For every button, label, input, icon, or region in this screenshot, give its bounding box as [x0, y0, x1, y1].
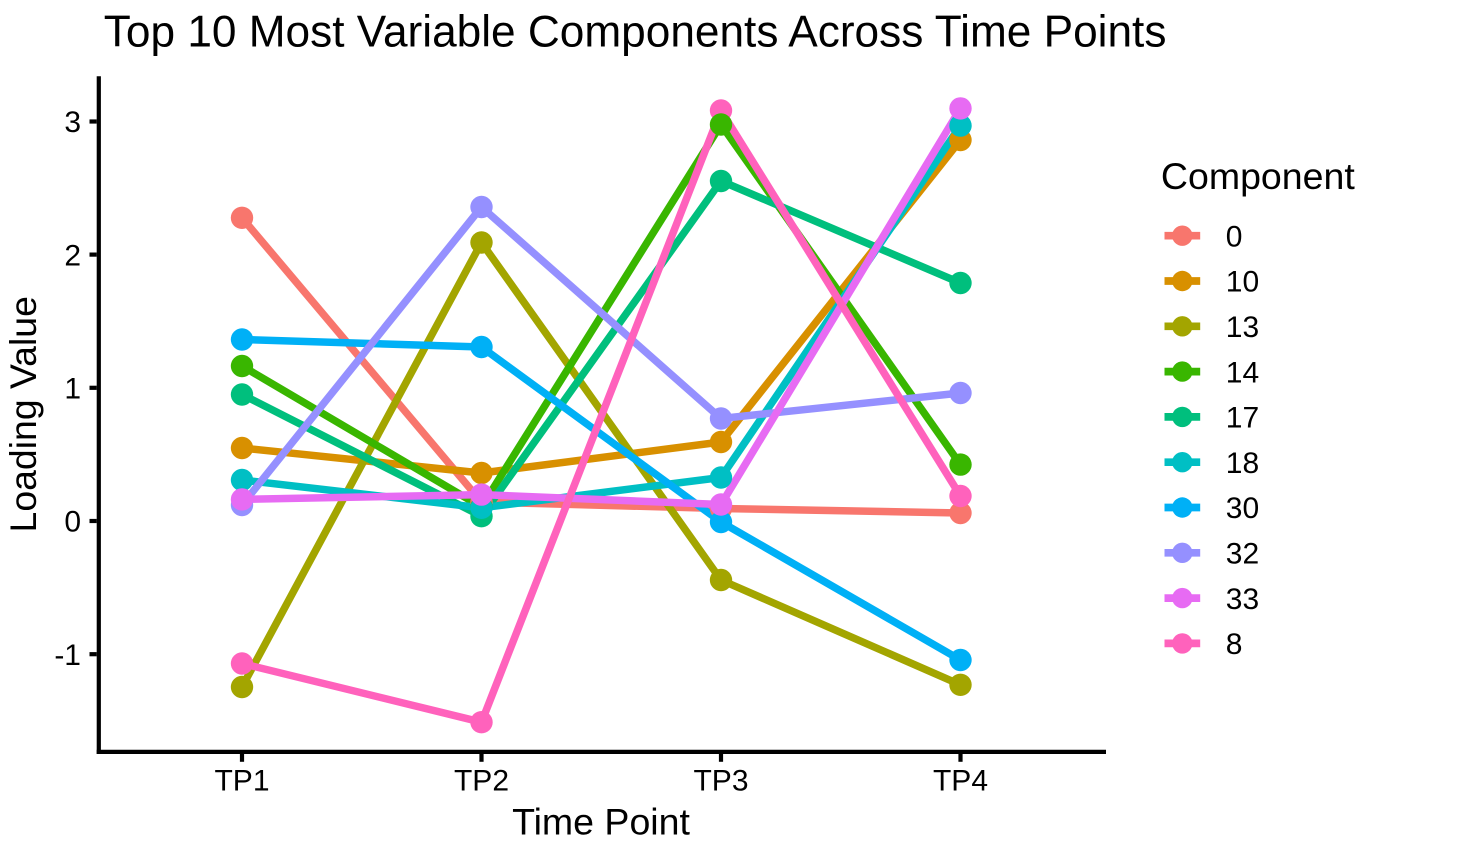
svg-text:Time Point: Time Point — [512, 800, 690, 842]
svg-text:TP3: TP3 — [693, 765, 748, 798]
svg-text:17: 17 — [1226, 402, 1259, 435]
svg-text:Component: Component — [1161, 155, 1355, 197]
svg-text:TP1: TP1 — [214, 765, 269, 798]
svg-text:Top 10 Most Variable Component: Top 10 Most Variable Components Across T… — [104, 8, 1167, 57]
svg-text:13: 13 — [1226, 311, 1259, 344]
svg-text:30: 30 — [1226, 492, 1259, 525]
svg-text:32: 32 — [1226, 538, 1259, 571]
svg-text:TP4: TP4 — [933, 765, 988, 798]
svg-text:8: 8 — [1226, 628, 1243, 661]
svg-text:0: 0 — [64, 506, 81, 539]
svg-text:0: 0 — [1226, 220, 1243, 253]
svg-text:1: 1 — [64, 373, 81, 406]
svg-text:3: 3 — [64, 106, 81, 139]
svg-text:33: 33 — [1226, 583, 1259, 616]
svg-text:2: 2 — [64, 239, 81, 272]
svg-text:-1: -1 — [54, 639, 81, 672]
svg-text:10: 10 — [1226, 266, 1259, 299]
svg-text:Loading Value: Loading Value — [2, 296, 44, 532]
svg-text:TP2: TP2 — [454, 765, 509, 798]
svg-text:14: 14 — [1226, 356, 1259, 389]
svg-text:18: 18 — [1226, 447, 1259, 480]
